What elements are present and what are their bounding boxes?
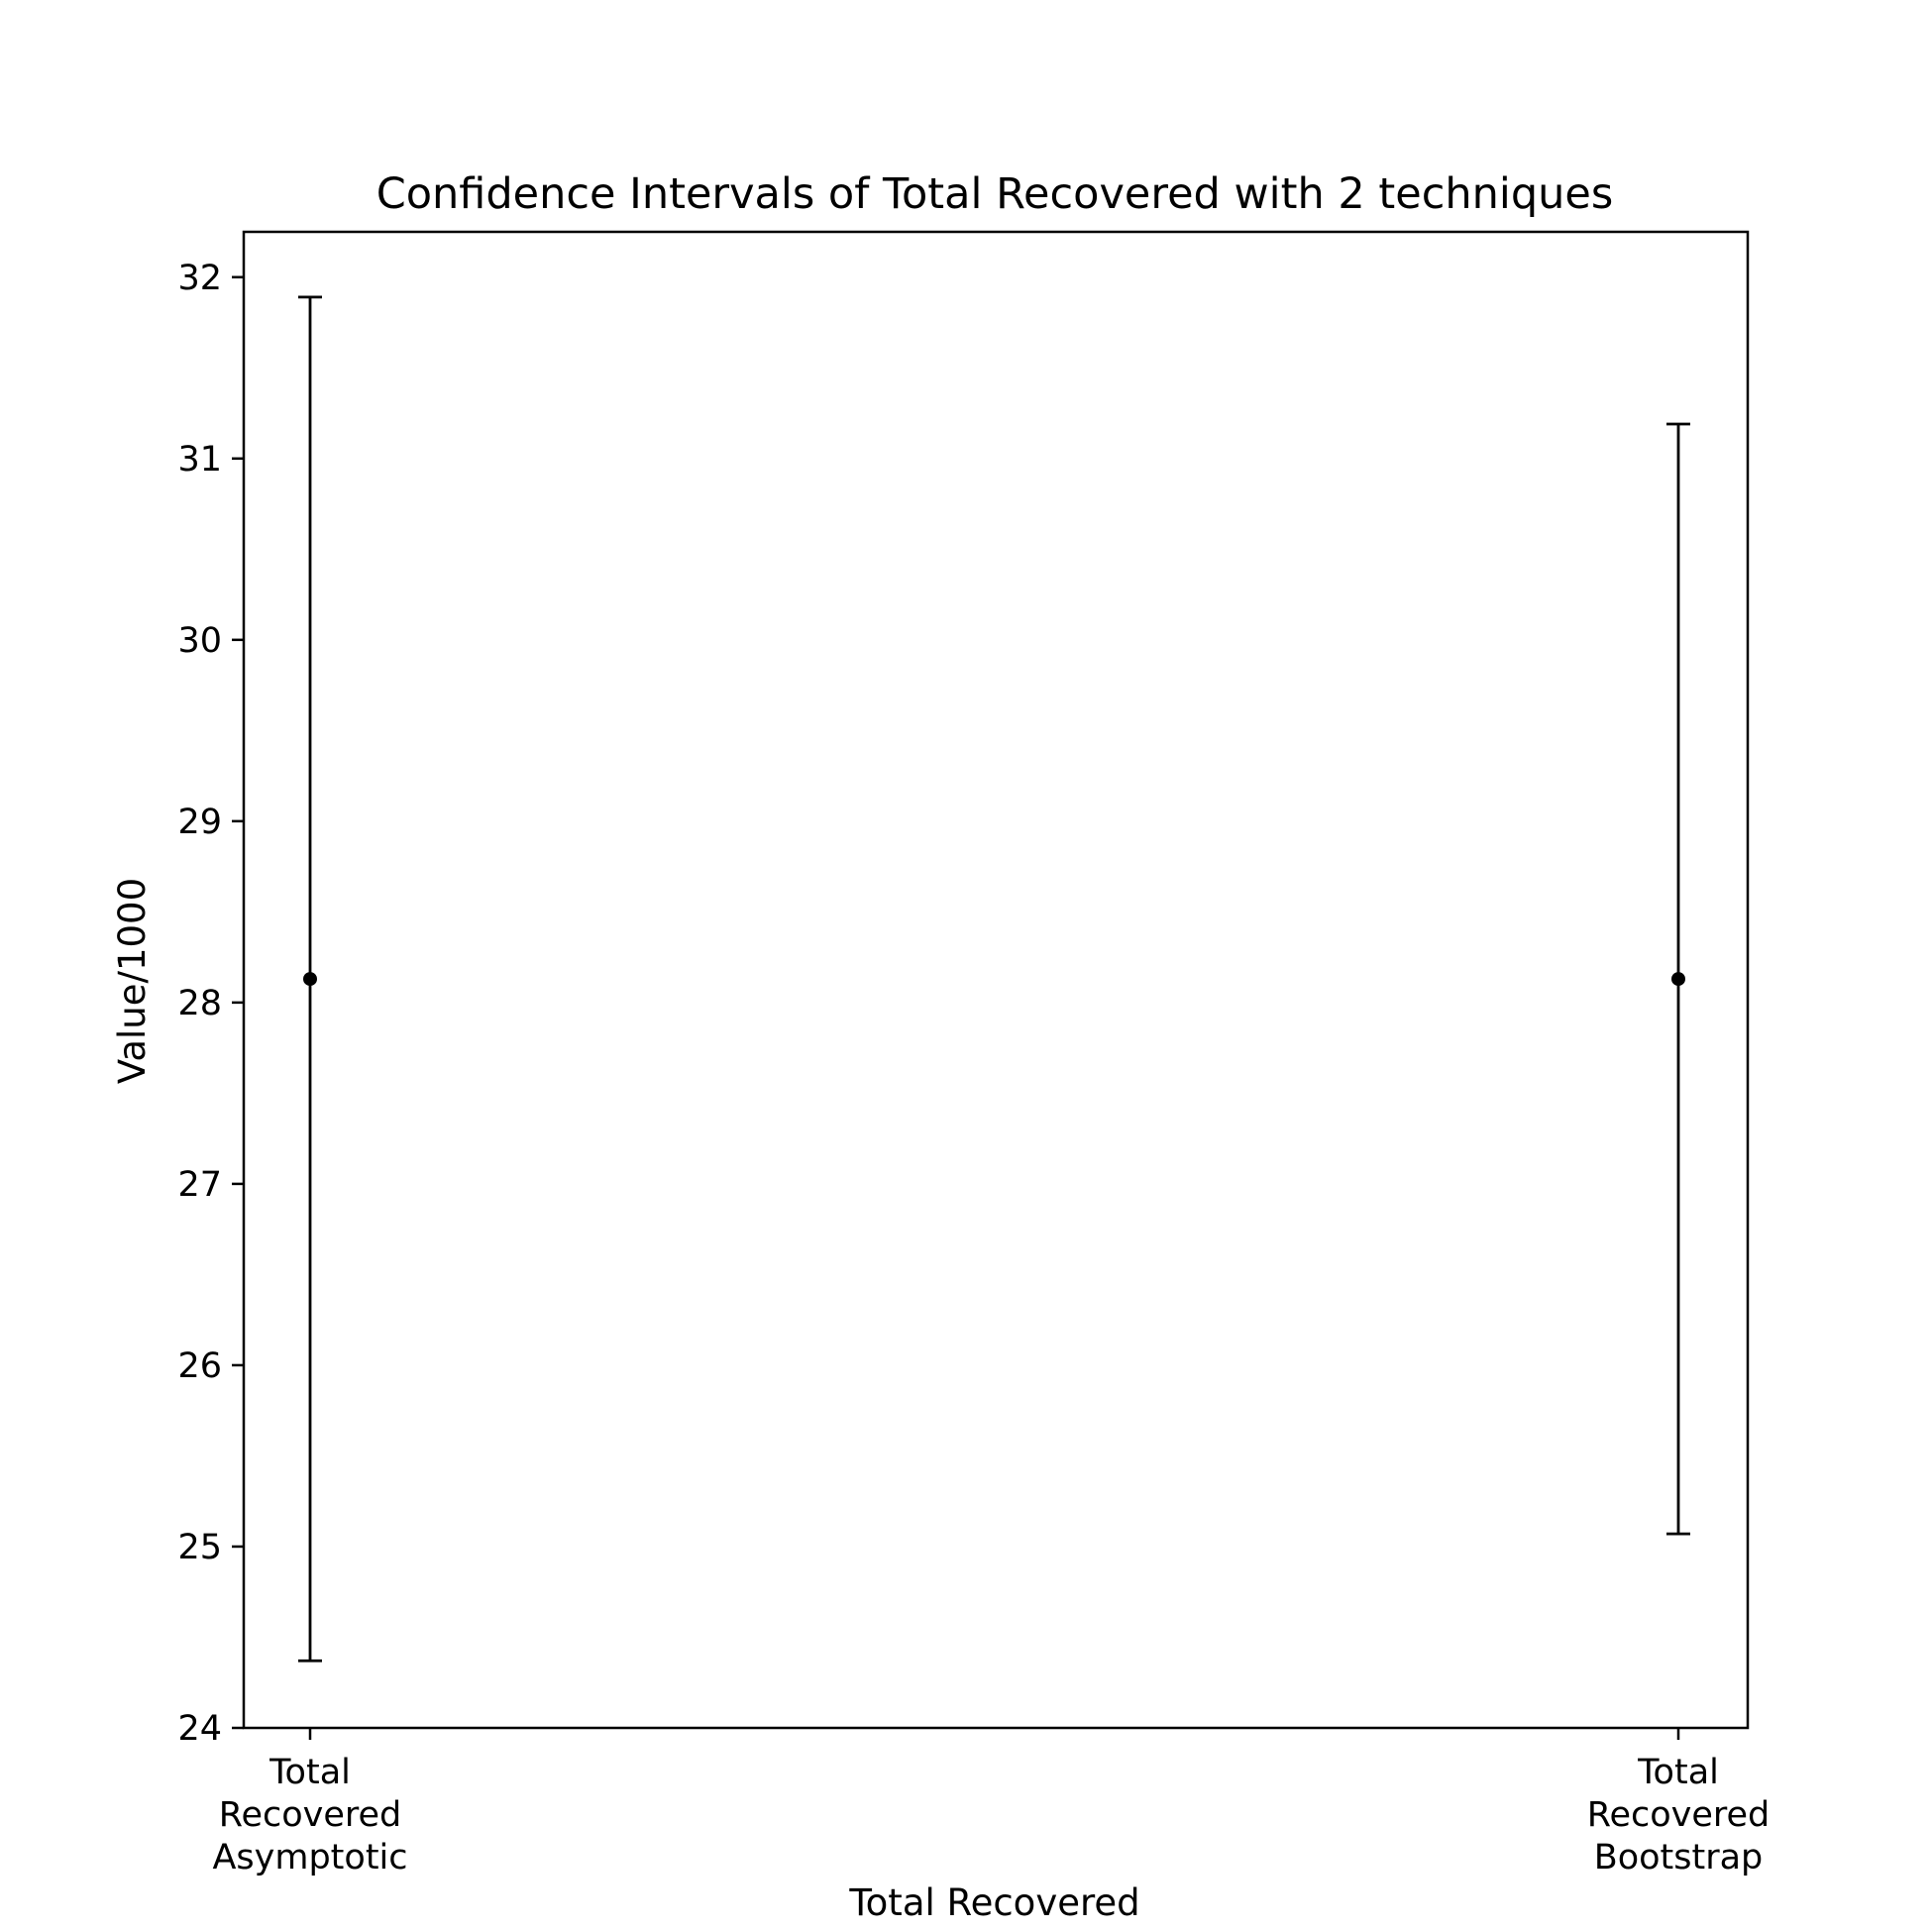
chart-title: Confidence Intervals of Total Recovered … bbox=[376, 169, 1614, 219]
y-tick-label: 25 bbox=[177, 1528, 222, 1567]
x-tick-label: Total Recovered Bootstrap bbox=[1587, 1753, 1771, 1878]
data-point bbox=[303, 972, 317, 987]
plot-area: 24 25 26 27 28 29 30 31 32 Total Recovered Asymptot… bbox=[177, 259, 1770, 1878]
y-tick-label: 31 bbox=[177, 440, 222, 480]
y-tick-label: 32 bbox=[177, 259, 222, 298]
y-tick-label: 24 bbox=[177, 1709, 222, 1749]
y-axis-label: Value/1000 bbox=[111, 878, 154, 1084]
data-point bbox=[1671, 972, 1685, 987]
x-axis-label: Total Recovered bbox=[848, 1881, 1139, 1924]
y-tick-label: 29 bbox=[177, 803, 222, 842]
plot-frame bbox=[242, 230, 1750, 1730]
x-tick-label: Total Recovered Asymptotic bbox=[212, 1753, 407, 1878]
y-tick-label: 30 bbox=[177, 621, 222, 661]
y-tick-label: 28 bbox=[177, 984, 222, 1023]
y-tick-label: 26 bbox=[177, 1346, 222, 1386]
y-tick-label: 27 bbox=[177, 1165, 222, 1205]
